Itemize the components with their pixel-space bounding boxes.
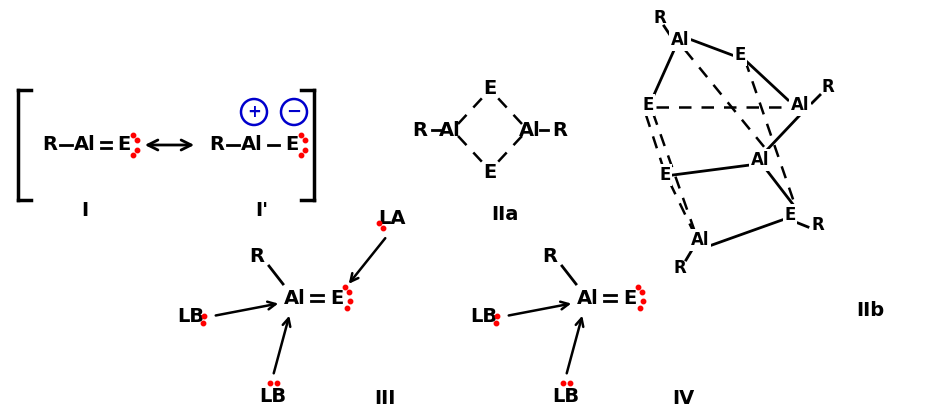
Text: E: E: [330, 288, 344, 308]
Text: LB: LB: [260, 386, 287, 406]
Text: I': I': [256, 200, 268, 220]
Text: LB: LB: [552, 386, 580, 406]
Text: Al: Al: [791, 96, 809, 114]
Text: E: E: [659, 166, 670, 184]
Text: LB: LB: [177, 306, 205, 326]
Text: Al: Al: [75, 135, 96, 155]
Text: R: R: [413, 120, 428, 140]
Text: Al: Al: [691, 231, 709, 249]
Text: +: +: [247, 103, 261, 121]
Text: Al: Al: [241, 135, 262, 155]
Text: Al: Al: [750, 151, 769, 169]
Text: −: −: [286, 103, 301, 121]
Text: Al: Al: [439, 120, 461, 140]
Text: R: R: [653, 9, 666, 27]
Text: R: R: [42, 135, 58, 155]
Text: E: E: [734, 46, 746, 64]
Text: E: E: [117, 135, 130, 155]
Text: Al: Al: [519, 120, 541, 140]
Text: LB: LB: [470, 306, 497, 326]
Text: E: E: [483, 162, 497, 182]
Text: E: E: [784, 206, 796, 224]
Text: E: E: [623, 288, 636, 308]
Text: IV: IV: [672, 388, 694, 408]
Text: R: R: [812, 216, 824, 234]
Text: IIb: IIb: [856, 301, 885, 319]
Text: Al: Al: [671, 31, 689, 49]
Text: III: III: [375, 388, 396, 408]
Text: Al: Al: [284, 288, 306, 308]
Text: R: R: [249, 246, 264, 266]
Text: E: E: [642, 96, 653, 114]
Text: E: E: [285, 135, 298, 155]
Text: Al: Al: [577, 288, 598, 308]
Text: E: E: [483, 78, 497, 98]
Text: R: R: [543, 246, 558, 266]
Text: I: I: [81, 200, 89, 220]
Text: R: R: [552, 120, 567, 140]
Text: R: R: [674, 259, 686, 277]
Text: R: R: [210, 135, 225, 155]
Text: R: R: [821, 78, 834, 96]
Text: LA: LA: [379, 208, 406, 228]
Text: IIa: IIa: [491, 206, 518, 224]
